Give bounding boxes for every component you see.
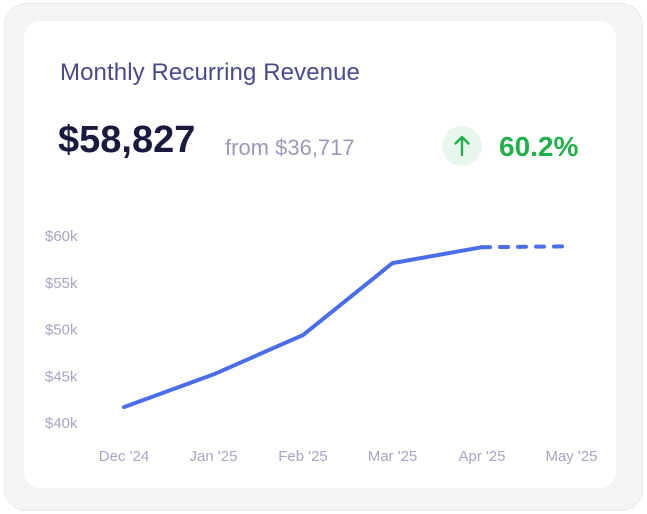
projected-series-line	[480, 244, 574, 250]
current-mrr-value: $58,827	[58, 119, 196, 161]
x-tick-label: Jan '25	[190, 448, 238, 465]
y-tick-label: $55k	[45, 275, 78, 292]
change-percent: 60.2%	[499, 131, 579, 162]
previous-mrr-value: from $36,717	[225, 135, 355, 160]
actual-series-line	[122, 245, 484, 410]
mrr-card: Monthly Recurring Revenue $58,827 from $…	[24, 21, 616, 488]
card-title: Monthly Recurring Revenue	[60, 59, 360, 86]
x-tick-label: Feb '25	[278, 448, 328, 465]
y-tick-label: $45k	[45, 368, 78, 385]
x-tick-label: Mar '25	[368, 448, 418, 465]
y-tick-label: $50k	[45, 322, 78, 339]
x-tick-label: May '25	[545, 448, 597, 465]
mrr-line-chart: $60k $55k $50k $45k $40k Dec '24 Jan '25 Feb '2…	[45, 228, 598, 465]
arrow-up-icon	[442, 126, 482, 166]
x-tick-label: Apr '25	[458, 448, 505, 465]
y-tick-label: $60k	[45, 228, 78, 245]
x-tick-label: Dec '24	[99, 448, 149, 465]
y-tick-label: $40k	[45, 415, 78, 432]
